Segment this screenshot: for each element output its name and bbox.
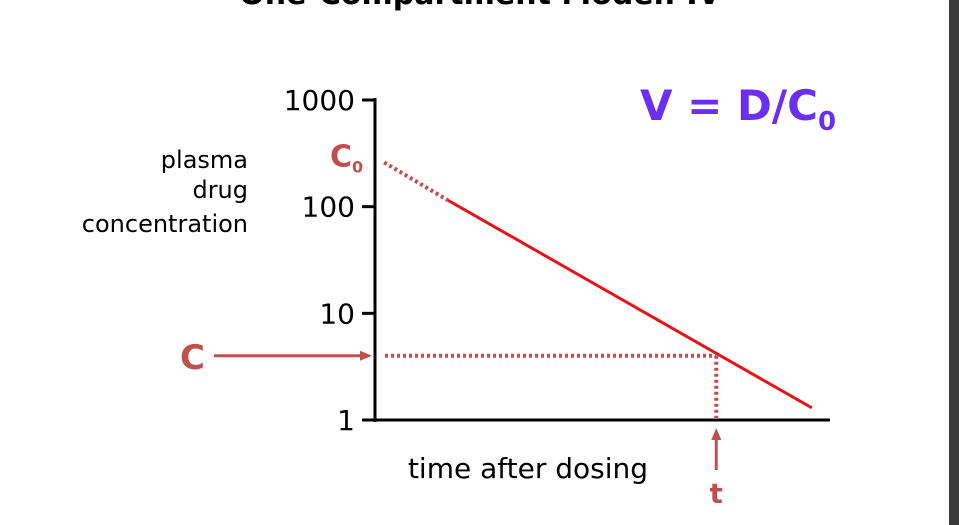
series-line (447, 198, 813, 410)
formula-text: V = D/C (640, 81, 818, 130)
chart-title: One-Compartment Model: IV (239, 0, 721, 12)
y-tick-label: 1 (337, 404, 355, 437)
y-tick-label: 100 (302, 191, 355, 224)
c-marker-label: C (180, 338, 205, 378)
formula-subscript: 0 (818, 107, 836, 137)
y-tick-label: 1000 (284, 84, 355, 117)
c-arrowhead (360, 350, 372, 361)
y-axis-label: concentration (82, 210, 248, 238)
y-tick-label: 10 (319, 297, 355, 330)
y-axis-label: plasma (161, 146, 248, 174)
c0-subscript: 0 (352, 157, 363, 176)
x-axis-label: time after dosing (408, 452, 648, 485)
c0-text: C (330, 139, 352, 174)
c0-label: C0 (330, 139, 363, 176)
y-axis-label: drug (192, 176, 248, 204)
formula: V = D/C0 (640, 81, 836, 137)
series-line (383, 160, 449, 202)
t-marker-label: t (710, 477, 723, 510)
window-edge (949, 0, 959, 525)
t-arrowhead (711, 428, 722, 440)
